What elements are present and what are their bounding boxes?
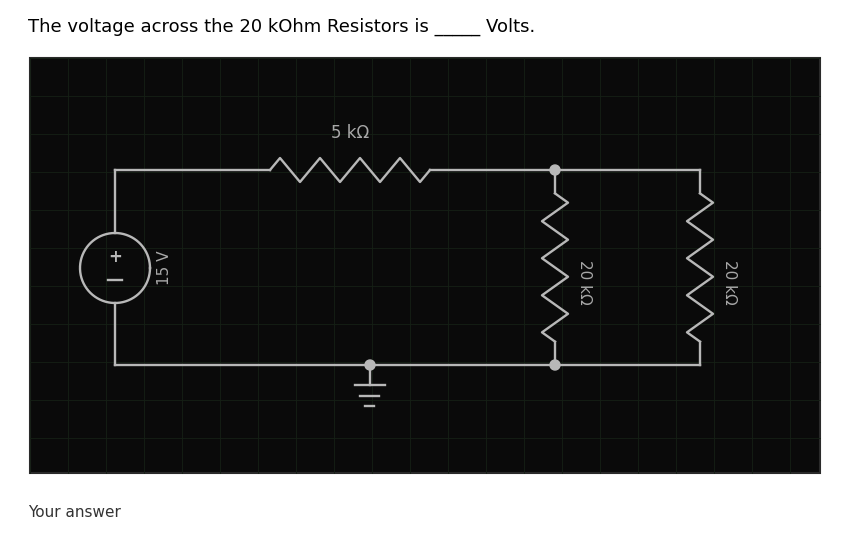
Bar — [30, 58, 819, 473]
Text: 20 kΩ: 20 kΩ — [722, 260, 737, 305]
Text: 20 kΩ: 20 kΩ — [577, 260, 592, 305]
Text: 5 kΩ: 5 kΩ — [330, 124, 368, 142]
Circle shape — [549, 165, 560, 175]
Text: Your answer: Your answer — [28, 505, 121, 520]
Text: The voltage across the 20 kOhm Resistors is _____ Volts.: The voltage across the 20 kOhm Resistors… — [28, 18, 535, 36]
Circle shape — [549, 360, 560, 370]
Text: +: + — [108, 248, 122, 266]
Text: 15 V: 15 V — [157, 251, 172, 285]
Circle shape — [364, 360, 374, 370]
